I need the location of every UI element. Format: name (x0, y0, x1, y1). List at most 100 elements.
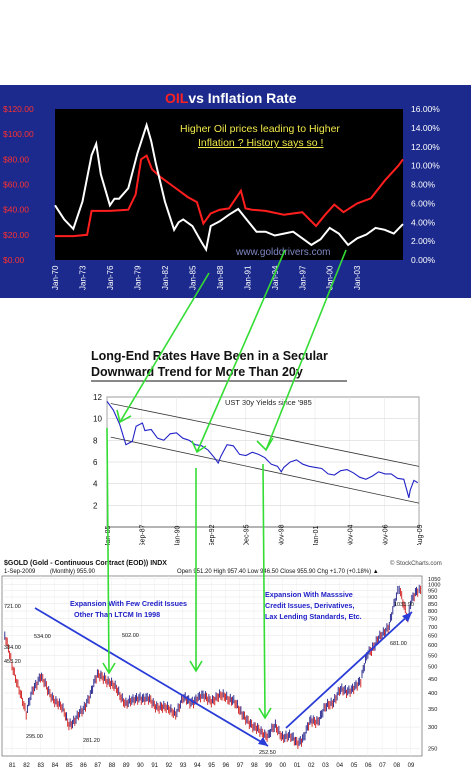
oil-left-tick: $40.00 (3, 205, 29, 215)
gold-y-tick: 750 (428, 617, 437, 623)
ust-y-tick: 6 (93, 458, 98, 467)
gold-y-tick: 550 (428, 653, 437, 659)
gold-date: 1-Sep-2009 (4, 569, 36, 575)
ust-x-tick: Aug-09 (417, 524, 424, 545)
gold-y-tick: 700 (428, 625, 437, 631)
ust-y-tick: 12 (93, 393, 102, 402)
oil-right-tick: 16.00% (411, 104, 440, 114)
gold-y-tick: 900 (428, 595, 437, 601)
oil-plot-area (55, 109, 403, 260)
gold-source: © StockCharts.com (390, 560, 442, 567)
gold-price-label: 681.00 (390, 641, 407, 647)
ust-x-axis: Jan-85 Sep-87 Jan-90 Sep-92 Dec-95 Nov-98 Jan-… (105, 524, 424, 547)
oil-x-tick: Jan-79 (133, 265, 142, 290)
ust-headline-line1: Long-End Rates Have Been in a Secular (91, 349, 328, 363)
oil-right-axis: 16.00% 14.00% 12.00% 10.00% 8.00% 6.00% 4.00% 2… (411, 104, 440, 265)
gold-x-tick: 09 (408, 763, 415, 769)
oil-x-tick: Jan-94 (271, 265, 280, 290)
gold-price-chart: $GOLD (Gold - Continuous Contract (EOD))… (0, 556, 471, 770)
gold-gridlines (2, 576, 422, 756)
ust-x-tick: Nov-04 (348, 524, 355, 545)
oil-x-tick: Jan-00 (326, 265, 335, 290)
gold-y-tick: 850 (428, 602, 437, 608)
ust-subtitle: UST 30y Yields since '985 (225, 398, 312, 407)
oil-x-tick: Jan-97 (298, 265, 307, 290)
oil-watermark: www.golddrivers.com (235, 247, 330, 258)
ust-y-tick: 10 (93, 415, 102, 424)
gold-x-tick: 02 (308, 763, 315, 769)
gold-x-tick: 06 (365, 763, 372, 769)
gold-price-label: 453.20 (4, 659, 21, 665)
gold-y-tick: 300 (428, 725, 437, 731)
gold-x-tick: 94 (194, 763, 201, 769)
oil-annotation-line2: Inflation ? History says so ! (198, 137, 323, 149)
gold-x-tick: 99 (265, 763, 272, 769)
gold-price-label: 295.00 (26, 734, 43, 740)
oil-x-tick: Jan-91 (243, 265, 252, 290)
gold-price-label: 721.00 (4, 604, 21, 610)
oil-right-tick: 14.00% (411, 123, 440, 133)
oil-x-tick: Jan-85 (188, 265, 197, 290)
gold-x-tick: 07 (379, 763, 386, 769)
gold-x-tick: 04 (336, 763, 343, 769)
gold-x-tick: 86 (80, 763, 87, 769)
inflation-rate-series (54, 121, 404, 253)
oil-left-tick: $80.00 (3, 154, 29, 164)
gold-annotation-left-2: Other Than LTCM In 1998 (74, 610, 160, 619)
gold-x-tick: 81 (9, 763, 16, 769)
ust-y-tick: 2 (93, 501, 98, 510)
gold-x-tick: 93 (180, 763, 187, 769)
ust-x-tick: Dec-95 (244, 524, 251, 545)
oil-left-tick: $100.00 (3, 129, 34, 139)
gold-x-tick: 96 (223, 763, 230, 769)
gold-period: (Monthly) 955.90 (50, 569, 96, 575)
gold-price-label: 534.00 (34, 634, 51, 640)
gold-x-tick: 08 (393, 763, 400, 769)
gold-ohlc: Open 951.20 High 957.40 Low 946.50 Close… (177, 569, 379, 575)
gold-y-tick: 500 (428, 665, 437, 671)
oil-vs-inflation-chart: OILvs Inflation Rate $120.00 $100.00 $80.0… (0, 85, 471, 298)
oil-annotation-line1: Higher Oil prices leading to Higher (180, 123, 340, 135)
ust-x-tick: Nov-98 (278, 524, 285, 545)
gold-y-tick: 600 (428, 643, 437, 649)
oil-chart-title: OILvs Inflation Rate (165, 90, 297, 106)
gold-x-tick: 89 (123, 763, 130, 769)
gold-annotation-right-3: Lax Lending Standards, Etc. (265, 612, 362, 621)
gold-x-tick: 97 (237, 763, 244, 769)
ust-30y-yields-chart: Long-End Rates Have Been in a Secular Do… (85, 345, 471, 547)
gold-price-label: 252.50 (259, 750, 276, 756)
ust-headline-line2: Downward Trend for More Than 20y (91, 365, 303, 379)
ust-x-tick: Nov-06 (382, 524, 389, 545)
oil-x-tick: Jan-73 (78, 265, 87, 290)
oil-right-tick: 0.00% (411, 255, 436, 265)
oil-x-tick: Jan-88 (216, 265, 225, 290)
gold-y-tick: 250 (428, 747, 437, 753)
gold-price-label: 384.00 (4, 645, 21, 651)
oil-x-tick: Jan-03 (353, 265, 362, 290)
top-margin (0, 0, 471, 40)
gold-x-tick: 85 (66, 763, 73, 769)
oil-x-tick: Jan-70 (51, 265, 60, 290)
oil-x-tick: Jan-82 (161, 265, 170, 290)
oil-right-tick: 6.00% (411, 198, 436, 208)
oil-left-tick: $0.00 (3, 255, 25, 265)
gold-y-tick: 400 (428, 691, 437, 697)
gold-y-tick: 950 (428, 589, 437, 595)
oil-price-series (55, 154, 404, 238)
oil-left-tick: $120.00 (3, 104, 34, 114)
gold-annotation-right-2: Credit Issues, Derivatives, (265, 601, 355, 610)
ust-y-tick: 4 (93, 480, 98, 489)
gold-annotation-left-1: Expansion With Few Credit Issues (70, 599, 187, 608)
oil-right-tick: 4.00% (411, 217, 436, 227)
gold-x-tick: 01 (294, 763, 301, 769)
gold-x-tick: 03 (322, 763, 329, 769)
ust-x-tick: Jan-90 (174, 525, 181, 545)
gold-uptrend-line (285, 611, 413, 729)
gold-x-tick: 00 (279, 763, 286, 769)
gold-x-tick: 98 (251, 763, 258, 769)
gold-x-tick: 91 (151, 763, 158, 769)
gold-x-tick: 92 (166, 763, 173, 769)
gold-x-tick: 05 (351, 763, 358, 769)
gold-y-tick: 1050 (428, 577, 440, 583)
